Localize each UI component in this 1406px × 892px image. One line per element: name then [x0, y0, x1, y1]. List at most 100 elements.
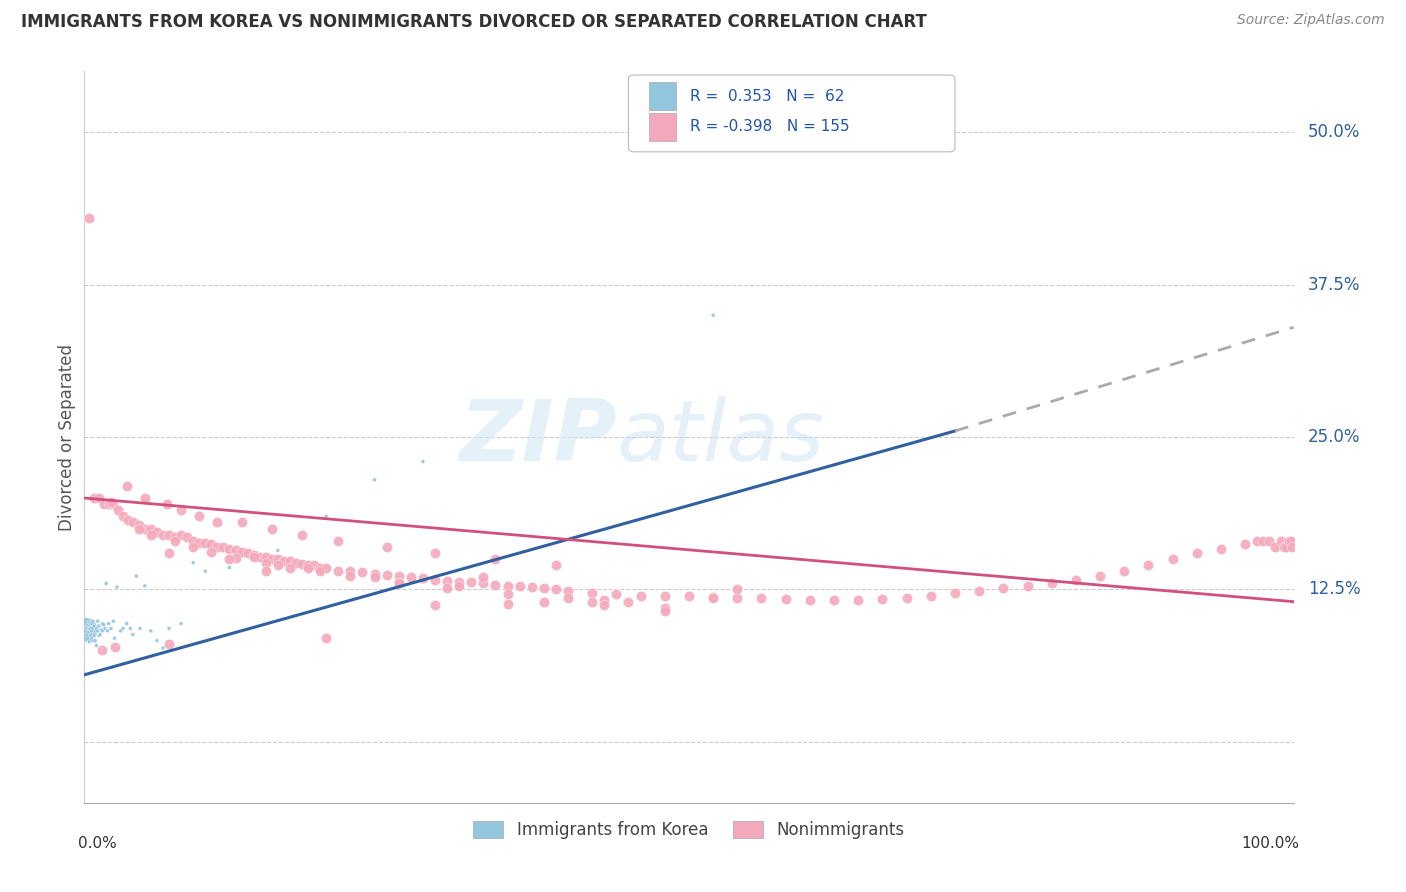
- Point: [1137, 558, 1160, 573]
- Point: [82, 622, 104, 636]
- Point: [249, 549, 271, 564]
- Point: [77, 617, 100, 632]
- Point: [231, 544, 253, 558]
- Point: [291, 527, 314, 541]
- Point: [533, 581, 555, 595]
- Point: [93, 497, 115, 511]
- Point: [79, 616, 101, 631]
- Point: [557, 583, 579, 598]
- Point: [1185, 546, 1208, 560]
- Point: [254, 556, 277, 570]
- Point: [533, 594, 555, 608]
- Point: [823, 593, 845, 607]
- Point: [83, 619, 105, 633]
- Point: [472, 570, 495, 584]
- Point: [273, 554, 295, 568]
- Point: [725, 591, 748, 605]
- Point: [315, 632, 337, 646]
- Point: [97, 497, 120, 511]
- Text: R = -0.398   N = 155: R = -0.398 N = 155: [690, 120, 849, 135]
- Point: [412, 572, 434, 586]
- Point: [125, 569, 148, 583]
- Point: [157, 527, 180, 541]
- Point: [363, 570, 385, 584]
- Point: [339, 564, 361, 578]
- Point: [260, 552, 283, 566]
- Point: [1281, 540, 1303, 554]
- Point: [77, 615, 100, 630]
- Point: [90, 623, 112, 637]
- Point: [254, 564, 277, 578]
- Point: [423, 573, 446, 587]
- FancyBboxPatch shape: [650, 113, 676, 141]
- Point: [97, 616, 120, 631]
- Point: [83, 491, 105, 505]
- Point: [91, 624, 114, 638]
- Point: [496, 587, 519, 601]
- Point: [1209, 542, 1232, 557]
- Point: [91, 616, 114, 631]
- Text: R =  0.353   N =  62: R = 0.353 N = 62: [690, 88, 845, 103]
- Point: [328, 533, 350, 548]
- Point: [103, 614, 125, 628]
- Point: [375, 540, 398, 554]
- Point: [363, 473, 385, 487]
- Point: [267, 558, 290, 573]
- Point: [291, 557, 314, 571]
- Y-axis label: Divorced or Separated: Divorced or Separated: [58, 343, 76, 531]
- Point: [170, 616, 193, 631]
- Legend: Immigrants from Korea, Nonimmigrants: Immigrants from Korea, Nonimmigrants: [467, 814, 911, 846]
- Point: [155, 497, 177, 511]
- Text: 25.0%: 25.0%: [1308, 428, 1361, 446]
- Point: [260, 521, 283, 535]
- Point: [702, 308, 724, 322]
- FancyBboxPatch shape: [628, 75, 955, 152]
- Point: [86, 639, 108, 653]
- Point: [678, 589, 700, 603]
- Point: [82, 633, 104, 648]
- Point: [94, 576, 117, 591]
- Point: [112, 622, 135, 636]
- Point: [872, 592, 894, 607]
- Point: [80, 624, 103, 638]
- Point: [207, 540, 229, 554]
- Point: [702, 590, 724, 604]
- Point: [236, 546, 259, 560]
- Point: [76, 620, 98, 634]
- Point: [80, 632, 103, 646]
- Point: [309, 564, 332, 578]
- Point: [896, 591, 918, 605]
- Point: [170, 503, 193, 517]
- Point: [77, 211, 100, 225]
- Point: [200, 537, 222, 551]
- Point: [1114, 564, 1136, 578]
- Point: [105, 580, 128, 594]
- Point: [423, 599, 446, 613]
- Point: [146, 633, 169, 648]
- Point: [165, 533, 187, 548]
- Point: [139, 527, 162, 541]
- Point: [993, 581, 1015, 595]
- Point: [267, 543, 290, 558]
- Point: [846, 593, 869, 607]
- Point: [472, 576, 495, 591]
- Point: [121, 627, 143, 641]
- Point: [104, 632, 127, 646]
- Point: [181, 556, 204, 570]
- Point: [617, 594, 640, 608]
- Point: [86, 614, 108, 628]
- Point: [157, 637, 180, 651]
- Point: [207, 516, 229, 530]
- Point: [242, 549, 264, 563]
- Point: [375, 567, 398, 582]
- Point: [1278, 533, 1301, 548]
- Point: [94, 622, 117, 636]
- Point: [1264, 540, 1286, 554]
- Point: [128, 521, 150, 535]
- Point: [117, 513, 139, 527]
- Point: [1275, 540, 1298, 554]
- Point: [297, 560, 319, 574]
- Point: [309, 560, 332, 574]
- Point: [121, 516, 143, 530]
- Point: [93, 617, 115, 632]
